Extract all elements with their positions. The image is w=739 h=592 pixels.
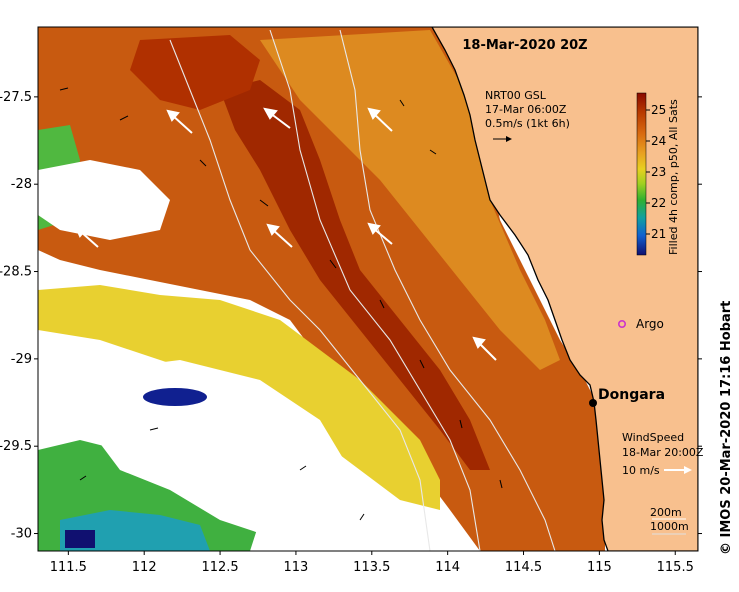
contour-200m xyxy=(339,29,556,551)
argo-marker: Argo xyxy=(617,317,664,331)
current-legend-source: NRT00 GSL xyxy=(485,89,547,102)
wind-arrow xyxy=(367,107,393,132)
wind-arrow xyxy=(367,222,393,245)
colorbar-tick-label: 24 xyxy=(651,134,666,148)
sst-orange-region xyxy=(260,30,560,370)
wind-arrow xyxy=(266,223,293,248)
lat-axis: -27.5 -28 -28.5 -29 -29.5 -30 xyxy=(0,90,702,542)
contour-deep xyxy=(169,39,431,551)
plot-frame xyxy=(37,26,699,552)
sst-cold-patch-south xyxy=(65,530,95,548)
colorbar-tick-label: 25 xyxy=(651,103,666,117)
lat-tick-label: -29.5 xyxy=(0,439,32,454)
town-dot-icon xyxy=(589,399,597,407)
current-legend-arrowhead xyxy=(506,136,512,142)
lat-tick-label: -27.5 xyxy=(0,90,32,105)
sst-field xyxy=(38,27,605,551)
lon-axis: 111.5 112 112.5 113 113.5 114 114.5 115 115.5 xyxy=(50,551,694,575)
lat-tick-label: -30 xyxy=(11,527,32,542)
sst-cold-patch xyxy=(143,388,207,406)
lat-tick-label: -28.5 xyxy=(0,265,32,280)
sst-cloud-gap-center xyxy=(90,360,350,540)
current-vector xyxy=(359,513,365,521)
current-vector xyxy=(79,475,87,481)
contour-1000m xyxy=(269,29,481,551)
wind-arrow xyxy=(263,107,291,129)
current-vector xyxy=(259,199,269,207)
wind-arrow xyxy=(74,225,99,248)
current-vector xyxy=(119,115,129,121)
sst-teal-south xyxy=(60,510,210,551)
current-vector xyxy=(459,419,463,429)
depth-legend-1000m: 1000m xyxy=(650,520,689,533)
wind-legend: WindSpeed 18-Mar 20:00Z 10 m/s xyxy=(622,431,704,477)
lon-tick-label: 115 xyxy=(587,560,612,575)
sst-cloud-gap-west xyxy=(38,160,170,240)
lon-tick-label: 114 xyxy=(435,560,460,575)
current-vector xyxy=(429,149,437,155)
lon-tick-label: 113.5 xyxy=(353,560,390,575)
wind-legend-time: 18-Mar 20:00Z xyxy=(622,446,704,459)
lat-tick-label: -28 xyxy=(11,177,32,192)
depth-legend-200m: 200m xyxy=(650,506,682,519)
sst-hot-core xyxy=(220,80,490,470)
dongara-label: Dongara xyxy=(598,387,665,403)
current-vector xyxy=(299,465,307,471)
colorbar-tick-label: 23 xyxy=(651,165,666,179)
wind-legend-scale: 10 m/s xyxy=(622,464,660,477)
lon-tick-label: 111.5 xyxy=(50,560,87,575)
colorbar-title: Filled 4h comp, p50, All Sats xyxy=(667,99,680,255)
wind-vectors xyxy=(74,107,497,361)
bathymetry-contours xyxy=(169,29,556,551)
wind-arrow xyxy=(166,109,193,134)
land-mass xyxy=(431,27,698,551)
dongara-marker: Dongara xyxy=(589,387,665,407)
current-vector xyxy=(329,259,337,269)
current-vector xyxy=(59,87,69,91)
wind-legend-arrowhead xyxy=(684,466,692,474)
current-vector xyxy=(499,479,503,489)
map-title: 18-Mar-2020 20Z xyxy=(462,38,587,53)
sst-hot-north xyxy=(130,35,260,110)
current-vector xyxy=(379,299,385,309)
current-legend-time: 17-Mar 06:00Z xyxy=(485,103,567,116)
colorbar-tick-label: 22 xyxy=(651,196,666,210)
depth-legend: 200m 1000m xyxy=(650,506,689,535)
wind-legend-title: WindSpeed xyxy=(622,431,684,444)
wind-arrow xyxy=(472,336,497,361)
lat-tick-label: -29 xyxy=(11,352,32,367)
current-legend: NRT00 GSL 17-Mar 06:00Z 0.5m/s (1kt 6h) xyxy=(485,89,570,142)
map-plot-area xyxy=(38,27,698,551)
lon-tick-label: 112.5 xyxy=(201,560,238,575)
colorbar: 25 24 23 22 21 Filled 4h comp, p50, All Sats xyxy=(636,92,680,256)
colorbar-tick-label: 21 xyxy=(651,227,666,241)
colorbar-ticks: 25 24 23 22 21 xyxy=(646,103,666,241)
credit-text: © IMOS 20-Mar-2020 17:16 Hobart xyxy=(719,301,734,555)
current-vector xyxy=(419,359,425,369)
argo-label: Argo xyxy=(636,317,664,331)
current-vector xyxy=(399,99,405,107)
current-vector xyxy=(149,427,159,431)
current-legend-scale: 0.5m/s (1kt 6h) xyxy=(485,117,570,130)
lon-tick-label: 112 xyxy=(132,560,157,575)
argo-icon xyxy=(617,319,626,328)
current-vectors xyxy=(59,87,503,521)
lon-tick-label: 114.5 xyxy=(505,560,542,575)
lon-tick-label: 113 xyxy=(284,560,309,575)
colorbar-gradient xyxy=(636,92,647,256)
current-vector xyxy=(199,159,207,167)
lon-tick-label: 115.5 xyxy=(657,560,694,575)
